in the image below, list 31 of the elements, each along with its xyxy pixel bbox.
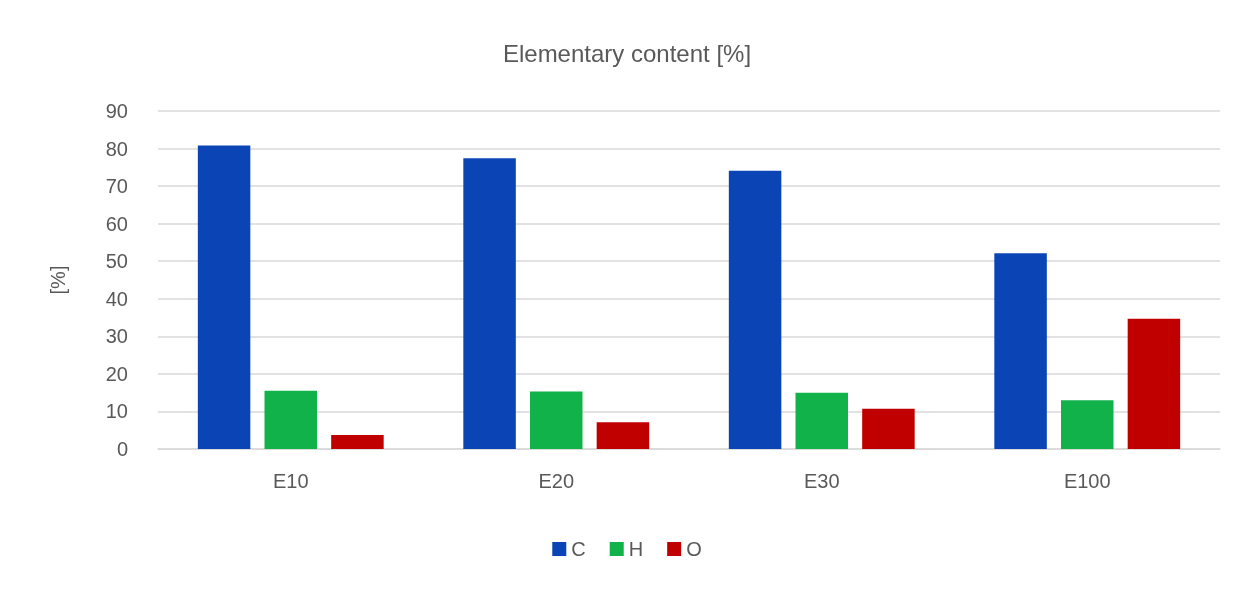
bar bbox=[728, 170, 782, 449]
bar bbox=[463, 158, 516, 449]
bar bbox=[1061, 400, 1114, 449]
y-tick-label: 50 bbox=[105, 250, 128, 273]
bar bbox=[795, 392, 848, 449]
bar bbox=[862, 408, 915, 449]
x-tick-label: E100 bbox=[1063, 470, 1111, 492]
y-tick-label: 0 bbox=[116, 438, 128, 460]
x-tick-label: E30 bbox=[803, 470, 840, 492]
bar bbox=[994, 253, 1047, 449]
y-tick-label: 90 bbox=[105, 100, 128, 122]
legend-label: H bbox=[628, 538, 644, 560]
y-tick-label: 70 bbox=[105, 175, 128, 198]
bar bbox=[197, 145, 251, 449]
y-tick-label: 30 bbox=[105, 325, 128, 348]
y-tick-label: 10 bbox=[105, 400, 128, 423]
bar bbox=[1127, 318, 1181, 449]
bar bbox=[596, 422, 650, 449]
chart-title: Elementary content [%] bbox=[502, 39, 752, 67]
y-axis-title: [%] bbox=[47, 265, 69, 295]
y-tick-label: 40 bbox=[105, 287, 128, 310]
y-tick-label: 60 bbox=[105, 212, 128, 235]
y-tick-label: 80 bbox=[105, 137, 128, 160]
x-tick-label: E10 bbox=[272, 470, 309, 492]
bar bbox=[530, 391, 583, 449]
bar bbox=[264, 390, 317, 449]
x-tick-label: E20 bbox=[538, 470, 575, 492]
legend-label: C bbox=[571, 538, 586, 560]
y-tick-label: 20 bbox=[105, 362, 128, 385]
bar bbox=[331, 435, 384, 449]
legend-label: O bbox=[686, 538, 702, 560]
